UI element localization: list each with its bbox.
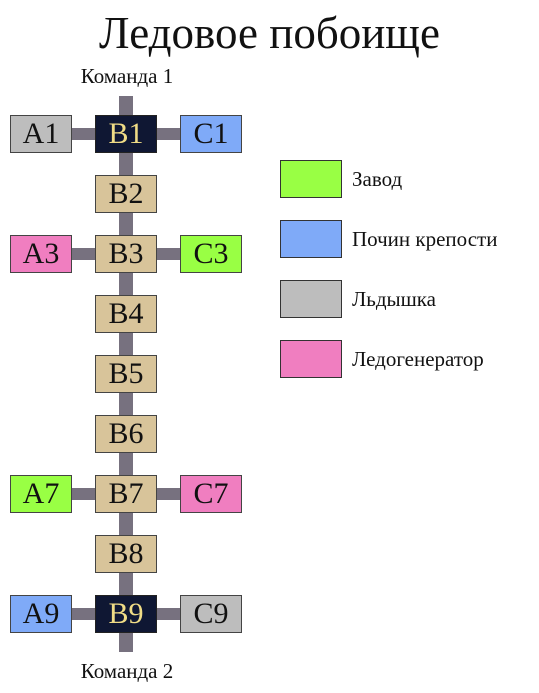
cell-c7: C7 [180,475,242,513]
cell-a3: A3 [10,235,72,273]
cell-b7: B7 [95,475,157,513]
legend-swatch-ledogen [280,340,342,378]
cell-b1: B1 [95,115,157,153]
diagram-title: Ледовое побоище [0,6,539,60]
legend-swatch-pochin [280,220,342,258]
horizontal-connector [72,488,96,500]
horizontal-connector [156,248,181,260]
legend-label-ldyshka: Льдышка [352,287,436,311]
horizontal-connector [156,488,181,500]
legend-swatch-zavod [280,160,342,198]
legend-label-ledogen: Ледогенератор [352,347,484,371]
legend-swatch-ldyshka [280,280,342,318]
legend-label-pochin: Почин крепости [352,227,497,251]
cell-b2: B2 [95,175,157,213]
horizontal-connector [72,128,96,140]
cell-a1: A1 [10,115,72,153]
cell-b8: B8 [95,535,157,573]
cell-a7: A7 [10,475,72,513]
cell-c1: C1 [180,115,242,153]
cell-a9: A9 [10,595,72,633]
horizontal-connector [156,128,181,140]
cell-c3: C3 [180,235,242,273]
horizontal-connector [72,248,96,260]
cell-c9: C9 [180,595,242,633]
horizontal-connector [72,608,96,620]
team-1-label: Команда 1 [47,64,207,88]
cell-b9: B9 [95,595,157,633]
horizontal-connector [156,608,181,620]
cell-b4: B4 [95,295,157,333]
team-2-label: Команда 2 [47,659,207,683]
cell-b5: B5 [95,355,157,393]
cell-b6: B6 [95,415,157,453]
cell-b3: B3 [95,235,157,273]
legend-label-zavod: Завод [352,167,402,191]
